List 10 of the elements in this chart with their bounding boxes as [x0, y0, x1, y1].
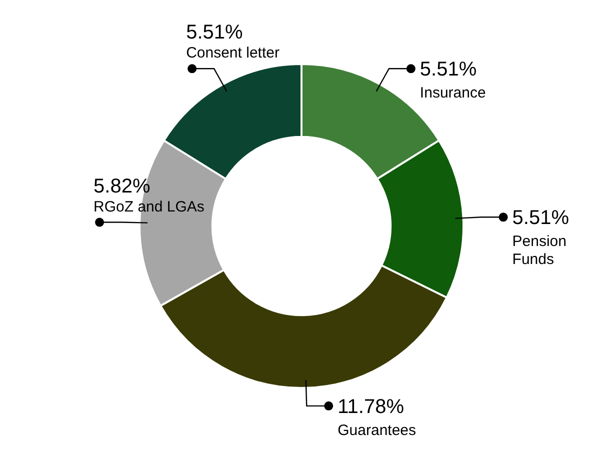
data-label: 11.78%: [338, 396, 404, 418]
slice-label: RGoZ and LGAs: [94, 198, 204, 216]
slice-label: Pension Funds: [512, 233, 566, 268]
slice-label: Consent letter: [186, 44, 280, 62]
slice-label: Insurance: [420, 84, 486, 102]
data-label: 5.51%: [186, 22, 243, 44]
slice-label: Guarantees: [338, 422, 416, 439]
data-label: 5.51%: [420, 58, 477, 81]
data-label: 5.51%: [512, 207, 570, 230]
data-label: 5.82%: [94, 175, 150, 198]
